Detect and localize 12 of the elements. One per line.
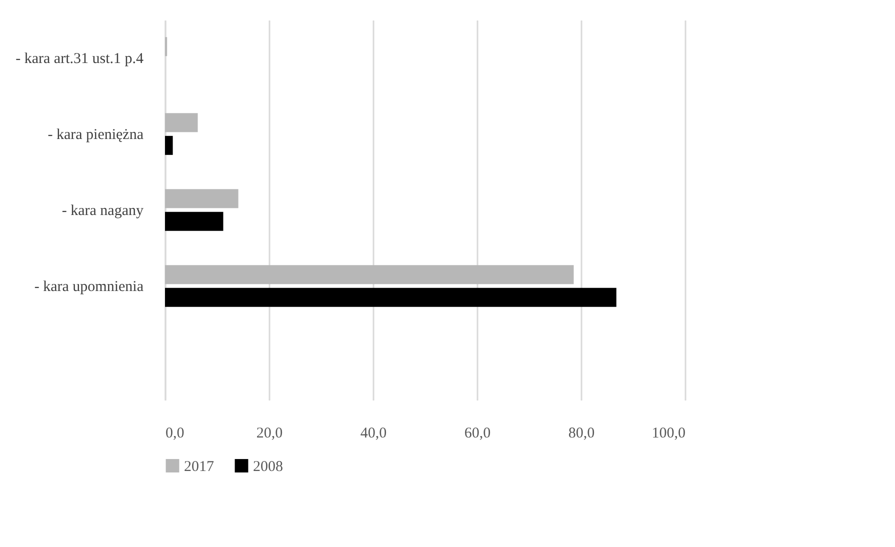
legend-label: 2017 [184, 458, 214, 475]
x-tick-label: 60,0 [464, 426, 491, 442]
x-tick-label: 100,0 [652, 426, 686, 442]
x-tick-label: 80,0 [568, 426, 595, 442]
legend-label: 2008 [253, 458, 283, 475]
y-tick-label: - kara art.31 ust.1 p.4 [16, 51, 144, 67]
y-tick-label: - kara pieniężna [48, 127, 144, 143]
y-tick-label: - kara nagany [62, 203, 144, 219]
x-tick-label: 0,0 [166, 426, 184, 442]
y-tick-label: - kara upomnienia [34, 279, 144, 295]
x-tick-label: 20,0 [256, 426, 283, 442]
x-tick-label: 40,0 [360, 426, 387, 442]
